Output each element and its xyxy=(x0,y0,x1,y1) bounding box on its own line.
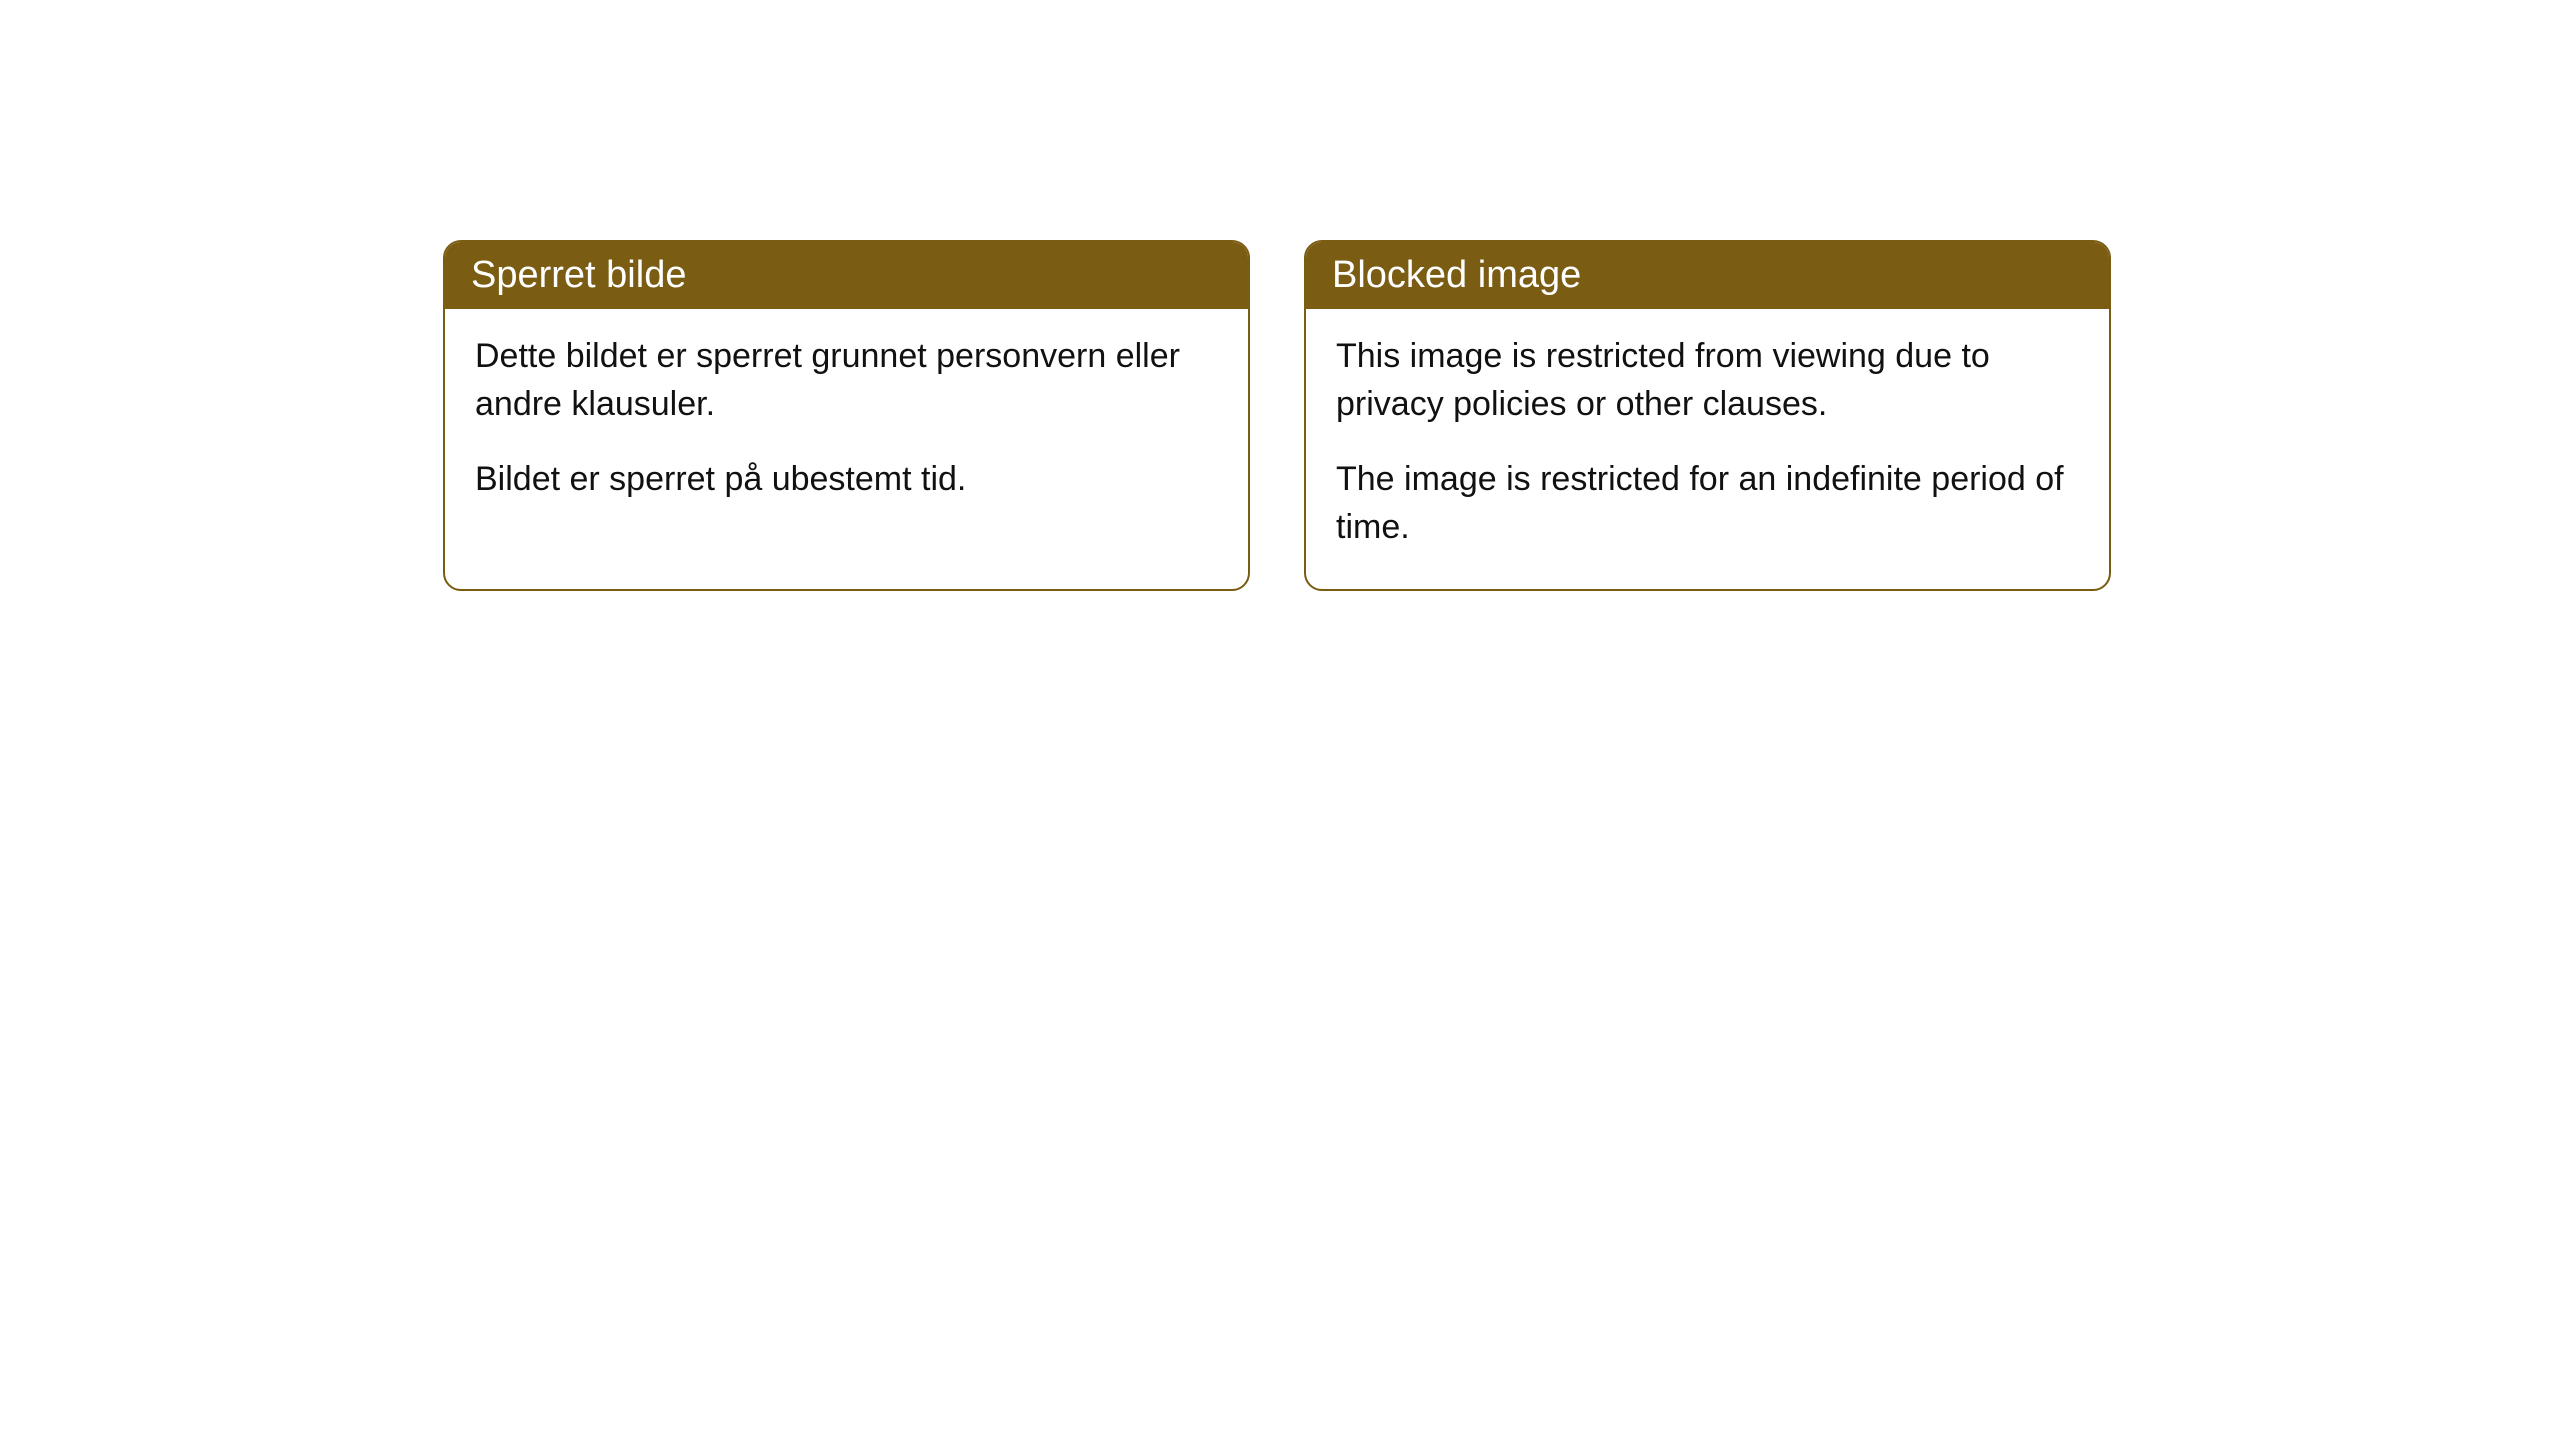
card-paragraph: Bildet er sperret på ubestemt tid. xyxy=(475,456,1218,504)
card-body-english: This image is restricted from viewing du… xyxy=(1306,309,2109,589)
card-title: Blocked image xyxy=(1332,254,1581,296)
card-paragraph: Dette bildet er sperret grunnet personve… xyxy=(475,333,1218,428)
card-paragraph: This image is restricted from viewing du… xyxy=(1336,333,2079,428)
card-norwegian: Sperret bilde Dette bildet er sperret gr… xyxy=(443,240,1250,591)
card-paragraph: The image is restricted for an indefinit… xyxy=(1336,456,2079,551)
card-english: Blocked image This image is restricted f… xyxy=(1304,240,2111,591)
cards-container: Sperret bilde Dette bildet er sperret gr… xyxy=(443,240,2111,591)
card-title: Sperret bilde xyxy=(471,254,686,296)
card-header-english: Blocked image xyxy=(1306,242,2109,309)
card-header-norwegian: Sperret bilde xyxy=(445,242,1248,309)
card-body-norwegian: Dette bildet er sperret grunnet personve… xyxy=(445,309,1248,542)
